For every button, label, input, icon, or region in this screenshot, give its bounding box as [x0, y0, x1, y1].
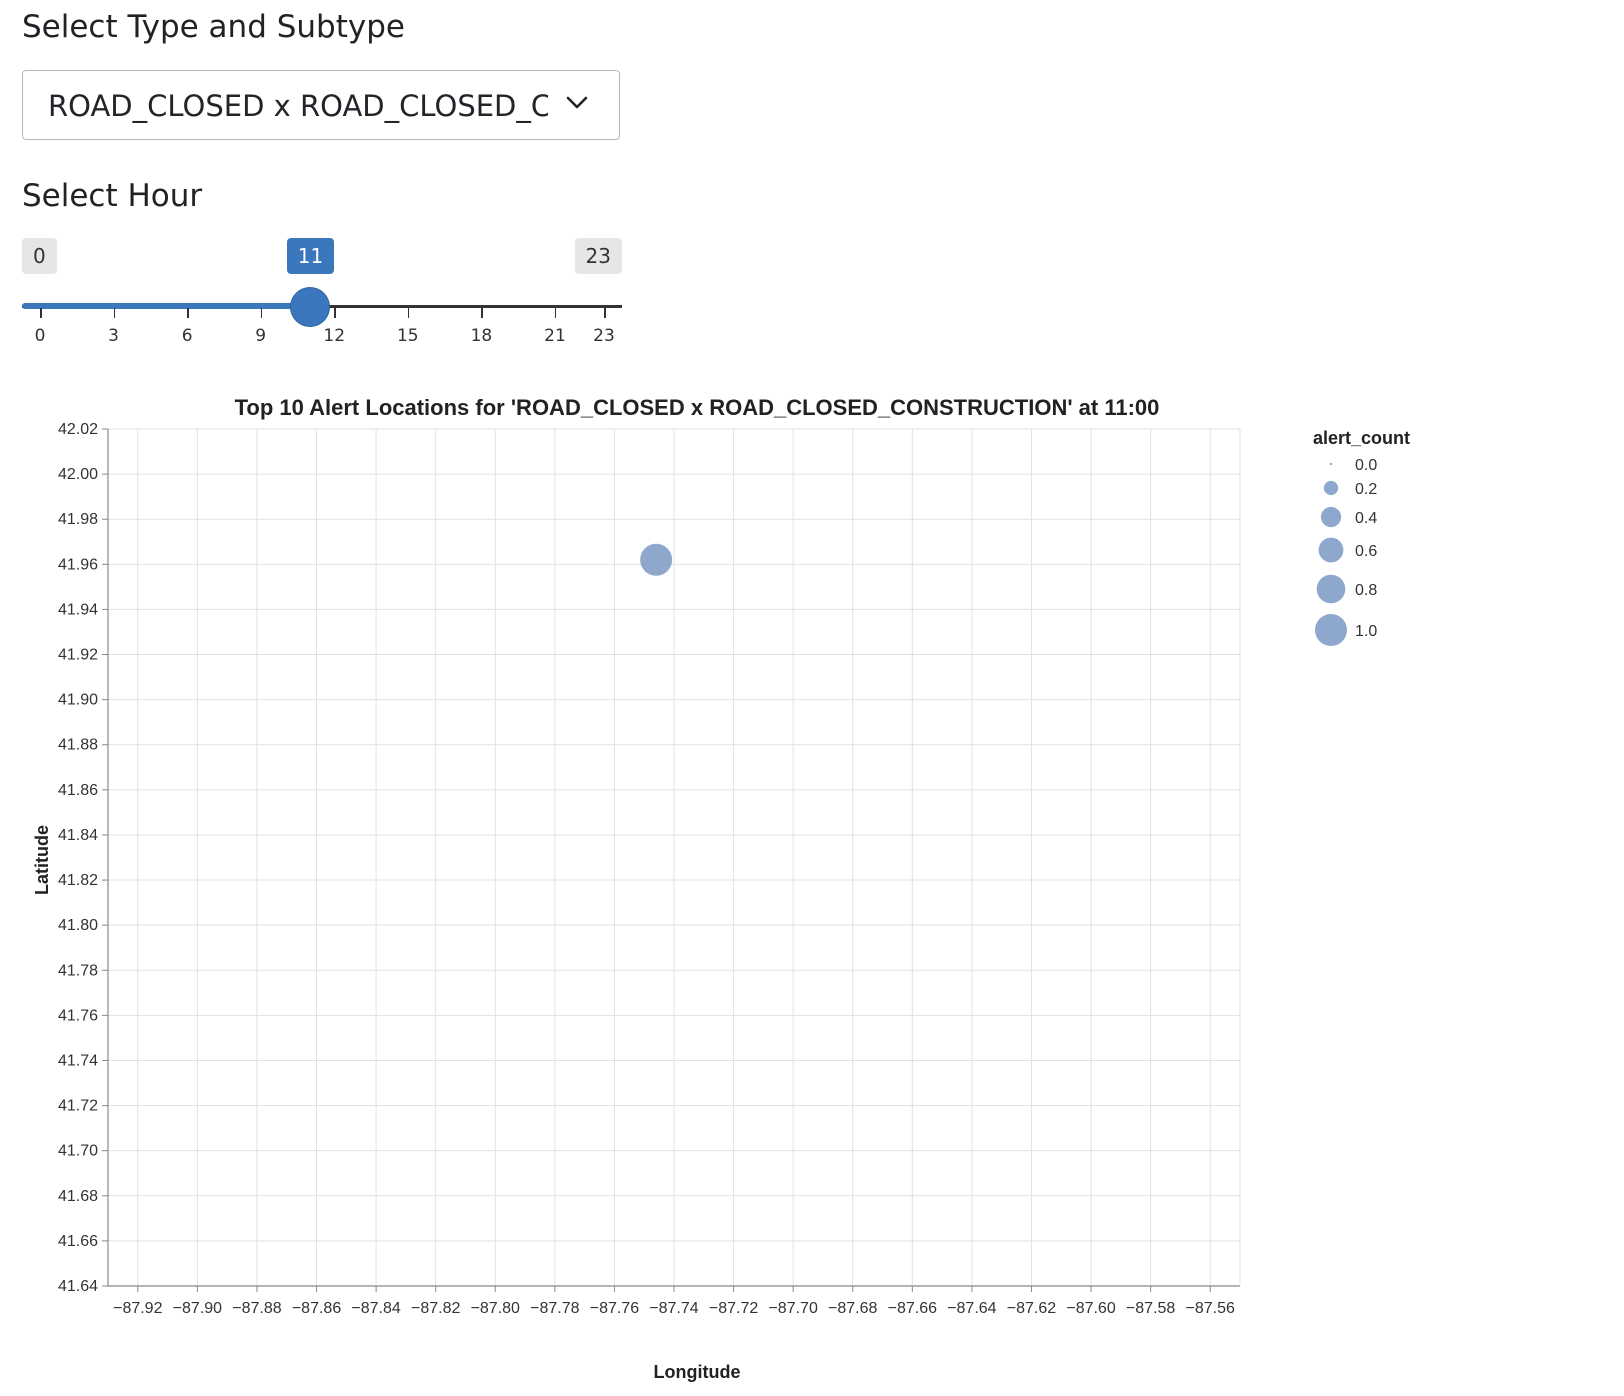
slider-tick-label: 6 — [181, 326, 193, 346]
legend-symbol — [1329, 462, 1333, 466]
slider-tick-label: 9 — [255, 326, 267, 346]
y-tick-label: 41.90 — [58, 692, 98, 709]
legend-symbol — [1320, 506, 1342, 528]
y-axis-title: Latitude — [32, 825, 52, 895]
type-subtype-select-value: ROAD_CLOSED x ROAD_CLOSED_CO — [48, 89, 548, 123]
y-tick-label: 41.88 — [58, 737, 98, 754]
slider-tick-label: 15 — [396, 326, 419, 346]
slider-handle[interactable] — [290, 288, 329, 326]
y-tick-label: 41.72 — [58, 1098, 98, 1115]
x-tick-label: −87.68 — [828, 1300, 877, 1317]
y-tick-label: 41.76 — [58, 1007, 98, 1024]
chevron-down-icon — [566, 96, 588, 109]
slider-tick — [113, 308, 116, 318]
type-subtype-label: Select Type and Subtype — [22, 9, 405, 45]
x-tick-label: −87.82 — [411, 1300, 460, 1317]
slider-tick-label: 21 — [544, 326, 566, 346]
x-tick-label: −87.92 — [113, 1300, 162, 1317]
slider-tick-label: 3 — [108, 326, 119, 346]
legend-title: alert_count — [1313, 428, 1410, 448]
x-tick-label: −87.70 — [768, 1300, 817, 1317]
y-tick-label: 41.80 — [58, 917, 98, 934]
y-tick-label: 42.02 — [58, 421, 98, 438]
y-tick-label: 41.98 — [58, 511, 98, 528]
y-tick-label: 41.92 — [58, 647, 98, 664]
y-tick-label: 41.74 — [58, 1052, 98, 1069]
slider-tick-label: 23 — [593, 326, 615, 346]
y-tick-label: 41.64 — [58, 1278, 98, 1295]
y-tick-label: 41.82 — [58, 872, 98, 889]
slider-tick — [334, 308, 336, 318]
slider-fill — [22, 303, 310, 309]
slider-tick-label: 0 — [34, 326, 46, 346]
x-tick-label: −87.90 — [173, 1300, 222, 1317]
x-tick-label: −87.84 — [351, 1300, 400, 1317]
chart-points — [640, 543, 673, 576]
slider-tick — [604, 308, 606, 318]
chart-axes: 41.64 41.66 41.68 41.70 41.72 41.74 41.76 41.78… — [58, 421, 1240, 1317]
x-tick-label: −87.60 — [1066, 1300, 1115, 1317]
slider-tick — [554, 308, 557, 318]
x-tick-label: −87.74 — [649, 1300, 698, 1317]
legend-symbol — [1323, 480, 1339, 496]
slider-max-badge: 23 — [574, 238, 622, 274]
legend-label: 0.6 — [1355, 543, 1377, 560]
legend-symbol — [1315, 614, 1347, 646]
x-tick-label: −87.66 — [888, 1300, 937, 1317]
y-tick-label: 41.84 — [58, 827, 98, 844]
slider-tick-label: 18 — [470, 326, 493, 346]
chart-title: Top 10 Alert Locations for 'ROAD_CLOSED … — [235, 395, 1160, 420]
x-tick-label: −87.62 — [1007, 1300, 1056, 1317]
hour-slider[interactable]: 0 11 23 0 3 6 9 12 15 18 21 23 — [22, 236, 622, 356]
legend-label: 0.4 — [1355, 510, 1377, 527]
x-tick-label: −87.76 — [590, 1300, 639, 1317]
x-tick-label: −87.86 — [292, 1300, 341, 1317]
slider-tick-label: 12 — [323, 326, 346, 346]
legend-symbol — [1316, 574, 1346, 604]
data-point — [640, 543, 673, 576]
scatter-chart: 41.64 41.66 41.68 41.70 41.72 41.74 41.76 41.78… — [32, 395, 1410, 1382]
slider-tick — [260, 308, 263, 318]
y-tick-label: 41.96 — [58, 556, 98, 573]
x-tick-label: −87.80 — [471, 1300, 520, 1317]
legend-label: 1.0 — [1355, 623, 1377, 640]
x-tick-label: −87.78 — [530, 1300, 579, 1317]
y-tick-label: 41.68 — [58, 1188, 98, 1205]
y-tick-label: 41.94 — [58, 601, 98, 618]
y-tick-label: 41.70 — [58, 1143, 98, 1160]
legend-symbol — [1318, 537, 1344, 563]
legend-label: 0.8 — [1355, 582, 1377, 599]
type-subtype-select[interactable]: ROAD_CLOSED x ROAD_CLOSED_CO — [22, 70, 620, 140]
y-tick-label: 41.66 — [58, 1233, 98, 1250]
slider-min-badge: 0 — [22, 238, 57, 274]
hour-label: Select Hour — [22, 178, 203, 214]
x-tick-label: −87.58 — [1126, 1300, 1175, 1317]
x-tick-label: −87.88 — [232, 1300, 281, 1317]
slider-tick — [481, 308, 483, 318]
chart-legend: alert_count 0.0 0.2 0.4 0.6 0.8 1.0 — [1313, 428, 1410, 646]
y-tick-label: 41.86 — [58, 782, 98, 799]
slider-value-badge: 11 — [286, 238, 335, 274]
slider-tick — [40, 308, 42, 318]
slider-tick — [407, 308, 410, 318]
legend-label: 0.0 — [1355, 457, 1377, 474]
x-axis-title: Longitude — [654, 1362, 741, 1382]
y-tick-label: 42.00 — [58, 466, 98, 483]
y-tick-label: 41.78 — [58, 962, 98, 979]
slider-tick — [187, 308, 189, 318]
chart-grid — [108, 428, 1241, 1287]
legend-label: 0.2 — [1355, 481, 1377, 498]
x-tick-label: −87.72 — [709, 1300, 758, 1317]
x-tick-label: −87.56 — [1186, 1300, 1235, 1317]
x-tick-label: −87.64 — [947, 1300, 996, 1317]
